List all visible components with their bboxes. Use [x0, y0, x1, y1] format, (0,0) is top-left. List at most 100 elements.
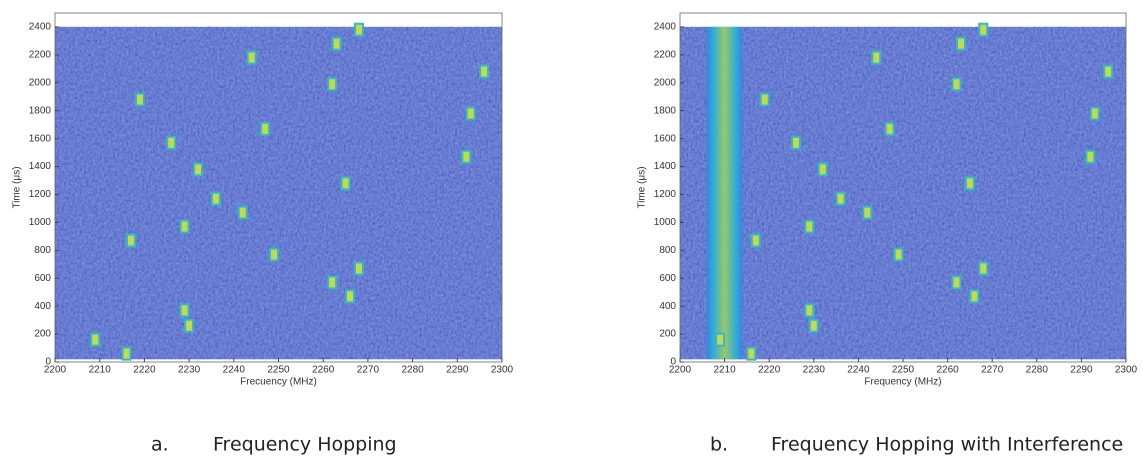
hop: [479, 64, 490, 79]
x-axis-label: Frecuency (MHz): [240, 377, 317, 388]
hop-core: [239, 207, 246, 218]
y-tick-label: 1800: [29, 105, 52, 116]
hop-core: [168, 137, 175, 148]
hop: [340, 176, 351, 191]
hop-core: [463, 151, 470, 162]
hop-core: [181, 305, 188, 316]
y-tick-label: 1200: [654, 189, 677, 200]
x-tick-label: 2220: [758, 365, 781, 376]
hop-core: [806, 305, 813, 316]
hop: [121, 346, 132, 361]
hop: [331, 36, 342, 51]
hop: [969, 289, 980, 304]
hop-core: [136, 94, 143, 105]
y-tick-label: 2000: [654, 77, 677, 88]
hop-core: [329, 79, 336, 90]
hop: [246, 50, 257, 65]
interference-band: [706, 26, 743, 360]
y-tick-label: 400: [34, 301, 51, 312]
hop-core: [792, 137, 799, 148]
hop: [884, 121, 895, 136]
hop-core: [1091, 108, 1098, 119]
hop-core: [873, 52, 880, 63]
hop-core: [195, 164, 202, 175]
hop: [964, 176, 975, 191]
hop: [951, 275, 962, 290]
y-tick-label: 1600: [29, 133, 52, 144]
x-tick-label: 2270: [357, 365, 380, 376]
hop: [237, 205, 248, 220]
hop-core: [248, 52, 255, 63]
hop-core: [966, 178, 973, 189]
hop: [193, 162, 204, 177]
y-tick-label: 1400: [654, 161, 677, 172]
y-tick-label: 600: [34, 273, 51, 284]
caption-label: b.: [710, 434, 728, 456]
hop: [804, 219, 815, 234]
y-tick-label: 1800: [654, 105, 677, 116]
hop: [978, 261, 989, 276]
hop: [465, 106, 476, 121]
x-tick-label: 2210: [89, 365, 112, 376]
hop-core: [819, 164, 826, 175]
hop-core: [329, 277, 336, 288]
y-tick-label: 1200: [29, 189, 52, 200]
hop-core: [886, 123, 893, 134]
hop-core: [971, 291, 978, 302]
hop: [1103, 64, 1114, 79]
hop: [951, 77, 962, 92]
y-tick-label: 1400: [29, 161, 52, 172]
y-tick-label: 2200: [29, 50, 52, 61]
hop: [750, 233, 761, 248]
hop: [134, 92, 145, 107]
hop-core: [481, 66, 488, 77]
hop: [790, 135, 801, 150]
hop: [804, 303, 815, 318]
y-axis-label: Time (μs): [12, 166, 23, 208]
hop-core: [717, 334, 724, 345]
y-tick-label: 1600: [654, 133, 677, 144]
hop-core: [806, 221, 813, 232]
hop-core: [92, 334, 99, 345]
hop: [835, 191, 846, 206]
hop-core: [980, 24, 987, 35]
caption: Frequency Hopping: [213, 434, 397, 456]
y-tick-label: 600: [659, 273, 676, 284]
hop-core: [810, 320, 817, 331]
x-tick-label: 2250: [267, 365, 290, 376]
hop: [353, 261, 364, 276]
hop: [817, 162, 828, 177]
x-tick-label: 2200: [669, 365, 692, 376]
hop-core: [347, 291, 354, 302]
hop: [746, 346, 757, 361]
x-tick-label: 2260: [936, 365, 959, 376]
x-tick-label: 2230: [178, 365, 201, 376]
hop: [808, 318, 819, 333]
y-tick-label: 2000: [29, 77, 52, 88]
hop-core: [761, 94, 768, 105]
hop: [210, 191, 221, 206]
hop: [759, 92, 770, 107]
y-tick-label: 2200: [654, 50, 677, 61]
y-axis-label: Time (μs): [637, 166, 648, 208]
x-tick-label: 2290: [446, 365, 469, 376]
x-tick-label: 2280: [401, 365, 424, 376]
hop: [893, 247, 904, 262]
hop: [345, 289, 356, 304]
hop: [125, 233, 136, 248]
hop-core: [212, 193, 219, 204]
y-tick-label: 0: [45, 357, 51, 368]
hop: [260, 121, 271, 136]
hop: [184, 318, 195, 333]
y-tick-label: 1000: [654, 217, 677, 228]
hop-core: [355, 24, 362, 35]
hop: [166, 135, 177, 150]
y-tick-label: 200: [659, 329, 676, 340]
hop: [1085, 149, 1096, 164]
x-tick-label: 2200: [44, 365, 67, 376]
hop-core: [957, 38, 964, 49]
hop: [955, 36, 966, 51]
y-tick-label: 800: [659, 245, 676, 256]
hop: [715, 332, 726, 347]
